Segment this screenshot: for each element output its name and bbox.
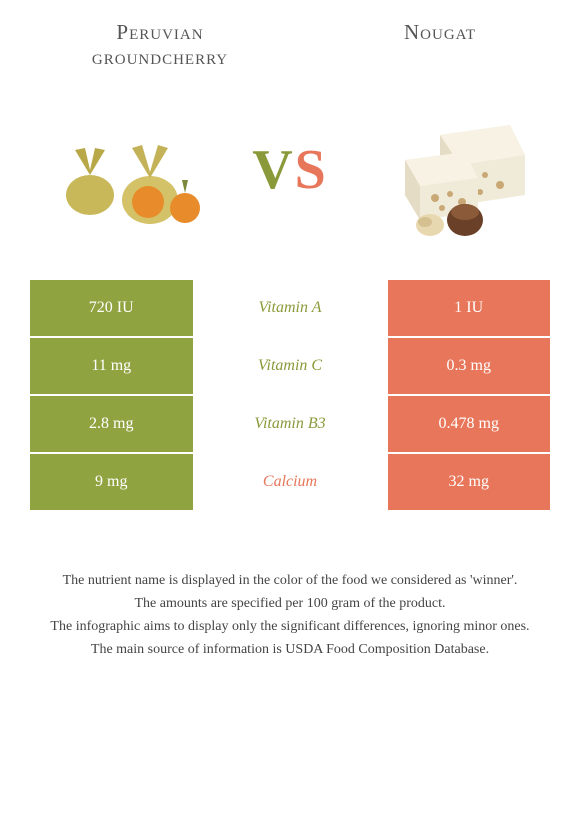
nutrient-label: Vitamin B3 (193, 396, 388, 452)
right-food-illustration (370, 100, 540, 240)
table-row: 11 mg Vitamin C 0.3 mg (30, 338, 550, 394)
right-value: 32 mg (388, 454, 551, 510)
left-value: 720 IU (30, 280, 193, 336)
footer-notes: The nutrient name is displayed in the co… (0, 570, 580, 660)
left-food-title: Peruvian groundcherry (50, 20, 270, 70)
vs-v-letter: V (252, 139, 294, 201)
left-value: 9 mg (30, 454, 193, 510)
vs-s-letter: S (295, 139, 328, 201)
footer-line: The infographic aims to display only the… (20, 616, 560, 637)
vs-row: VS (0, 80, 580, 270)
left-value: 2.8 mg (30, 396, 193, 452)
footer-line: The amounts are specified per 100 gram o… (20, 593, 560, 614)
right-value: 0.3 mg (388, 338, 551, 394)
table-row: 720 IU Vitamin A 1 IU (30, 280, 550, 336)
left-food-illustration (40, 100, 210, 240)
nutrient-label: Vitamin A (193, 280, 388, 336)
nutrient-label: Calcium (193, 454, 388, 510)
right-value: 0.478 mg (388, 396, 551, 452)
right-food-title: Nougat (350, 20, 530, 70)
right-value: 1 IU (388, 280, 551, 336)
vs-label: VS (252, 138, 328, 202)
table-row: 2.8 mg Vitamin B3 0.478 mg (30, 396, 550, 452)
footer-line: The main source of information is USDA F… (20, 639, 560, 660)
comparison-table: 720 IU Vitamin A 1 IU 11 mg Vitamin C 0.… (30, 280, 550, 510)
nutrient-label: Vitamin C (193, 338, 388, 394)
left-value: 11 mg (30, 338, 193, 394)
footer-line: The nutrient name is displayed in the co… (20, 570, 560, 591)
table-row: 9 mg Calcium 32 mg (30, 454, 550, 510)
header: Peruvian groundcherry Nougat (0, 0, 580, 80)
